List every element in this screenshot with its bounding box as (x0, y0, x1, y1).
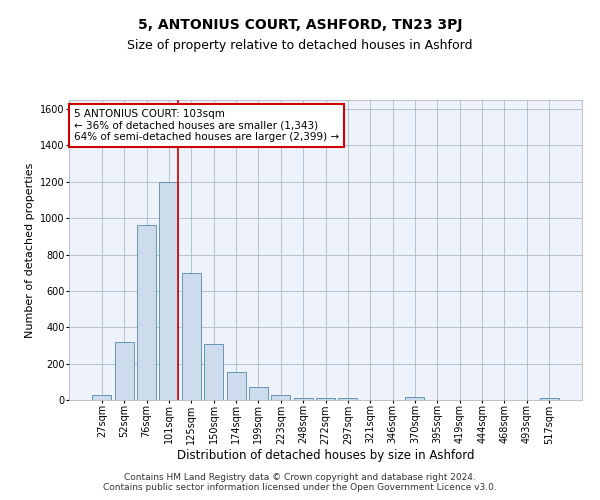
Bar (137, 226, 156, 400)
Bar (92, 394, 112, 400)
Bar (115, 342, 134, 400)
Text: 5 ANTONIUS COURT: 103sqm
← 36% of detached houses are smaller (1,343)
64% of sem: 5 ANTONIUS COURT: 103sqm ← 36% of detach… (74, 109, 339, 142)
Bar (160, 182, 178, 400)
Bar (293, 398, 313, 400)
Bar (271, 396, 290, 400)
Text: Contains HM Land Registry data © Crown copyright and database right 2024.
Contai: Contains HM Land Registry data © Crown c… (103, 473, 497, 492)
Text: 5, ANTONIUS COURT, ASHFORD, TN23 3PJ: 5, ANTONIUS COURT, ASHFORD, TN23 3PJ (138, 18, 462, 32)
Bar (316, 398, 335, 400)
Bar (182, 272, 201, 400)
Bar (204, 344, 223, 400)
Bar (406, 398, 424, 400)
Text: Size of property relative to detached houses in Ashford: Size of property relative to detached ho… (127, 40, 473, 52)
Bar (338, 398, 358, 400)
Bar (227, 372, 245, 400)
Bar (539, 398, 559, 400)
Y-axis label: Number of detached properties: Number of detached properties (25, 162, 35, 338)
X-axis label: Distribution of detached houses by size in Ashford: Distribution of detached houses by size … (177, 449, 474, 462)
Bar (249, 388, 268, 400)
